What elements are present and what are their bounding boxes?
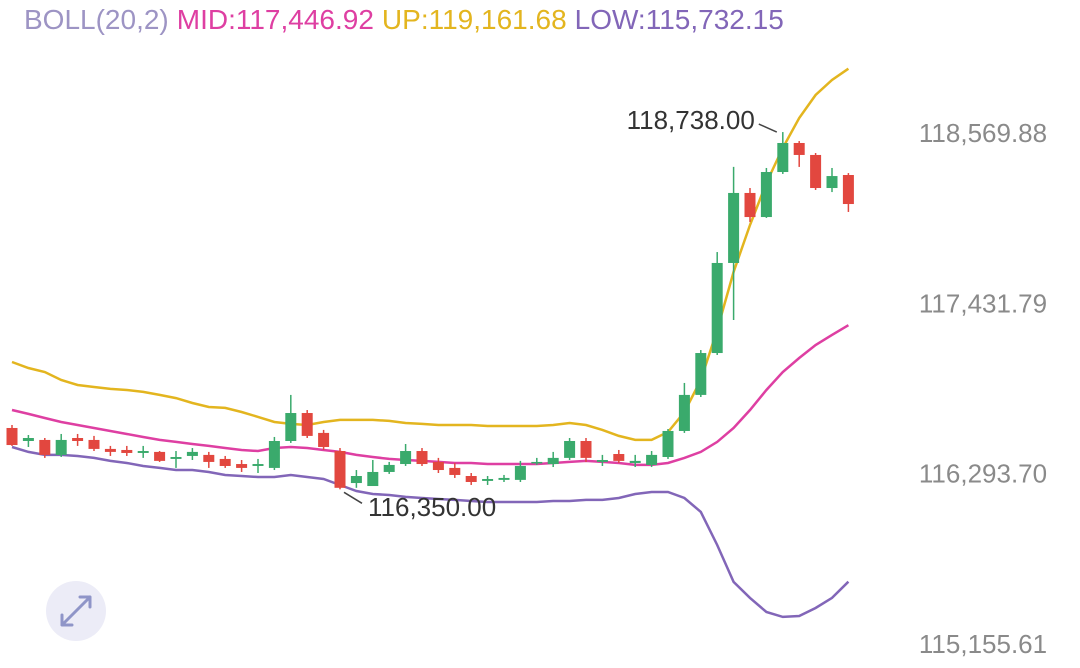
candle-body [334, 451, 346, 488]
candle-body [252, 464, 264, 466]
candle-body [695, 353, 707, 395]
candle-body [498, 477, 510, 480]
candle-body [777, 142, 789, 173]
candle-body [531, 461, 543, 464]
candle-body [219, 458, 231, 466]
candle-body [416, 451, 428, 465]
expand-button[interactable] [46, 581, 106, 641]
candle-body [104, 448, 116, 452]
candle-body [760, 172, 772, 218]
candle-body [629, 460, 641, 463]
y-tick-label: 118,569.88 [919, 118, 1047, 148]
band-line [11, 324, 850, 467]
min-label: 116,350.00 [368, 492, 496, 522]
candle-body [646, 454, 658, 465]
candle-body [268, 440, 280, 468]
candle-body [383, 464, 395, 472]
candle-body [350, 476, 362, 484]
legend-entry: LOW:115,732.15 [575, 4, 784, 35]
band-line [11, 445, 850, 619]
candle-body [842, 175, 854, 205]
candle-body [465, 476, 477, 482]
candle-body [55, 439, 67, 455]
candle-body [711, 262, 723, 354]
candle-body [744, 192, 756, 218]
candle-body [547, 457, 559, 465]
candle-body [678, 394, 690, 431]
candle-body [580, 440, 592, 458]
candle-body [22, 438, 34, 441]
candle-body [728, 192, 740, 263]
candle-body [121, 449, 133, 453]
candle-body [318, 432, 330, 447]
candle-body [301, 413, 313, 436]
indicator-header: BOLL(20,2) MID:117,446.92 UP:119,161.68 LOW… [24, 4, 784, 35]
y-tick-label: 117,431.79 [919, 288, 1047, 318]
candle-body [400, 451, 412, 465]
min-pointer [343, 491, 363, 504]
candle-body [236, 464, 248, 468]
max-pointer [758, 123, 778, 133]
candle-body [88, 439, 100, 449]
expand-icon[interactable] [60, 595, 92, 627]
candle-body [186, 451, 198, 456]
candle-body [6, 427, 18, 446]
candle-body [432, 461, 444, 471]
candle-body [514, 465, 526, 480]
candle-body [367, 471, 379, 487]
legend-entry: UP:119,161.68 [382, 4, 567, 35]
candle-body [39, 439, 51, 455]
candle-body [826, 176, 838, 189]
candle-body [564, 440, 576, 458]
candle-body [203, 454, 215, 462]
candle-body [137, 451, 149, 453]
candle-body [285, 413, 297, 441]
y-tick-label: 115,155.61 [919, 629, 1047, 659]
candle-body [72, 438, 84, 441]
band-line [11, 67, 850, 442]
legend-entry: MID:117,446.92 [177, 4, 374, 35]
max-label: 118,738.00 [627, 105, 755, 135]
candle-body [810, 154, 822, 189]
candle-body [154, 451, 166, 461]
candle-body [793, 142, 805, 155]
candle-body [449, 467, 461, 475]
y-tick-label: 116,293.70 [919, 459, 1047, 489]
candle-body [482, 478, 494, 481]
candle-body [662, 430, 674, 458]
candle-body [170, 457, 182, 459]
indicator-name: BOLL(20,2) [24, 4, 169, 35]
candle-body [596, 459, 608, 462]
candle-body [613, 454, 625, 461]
